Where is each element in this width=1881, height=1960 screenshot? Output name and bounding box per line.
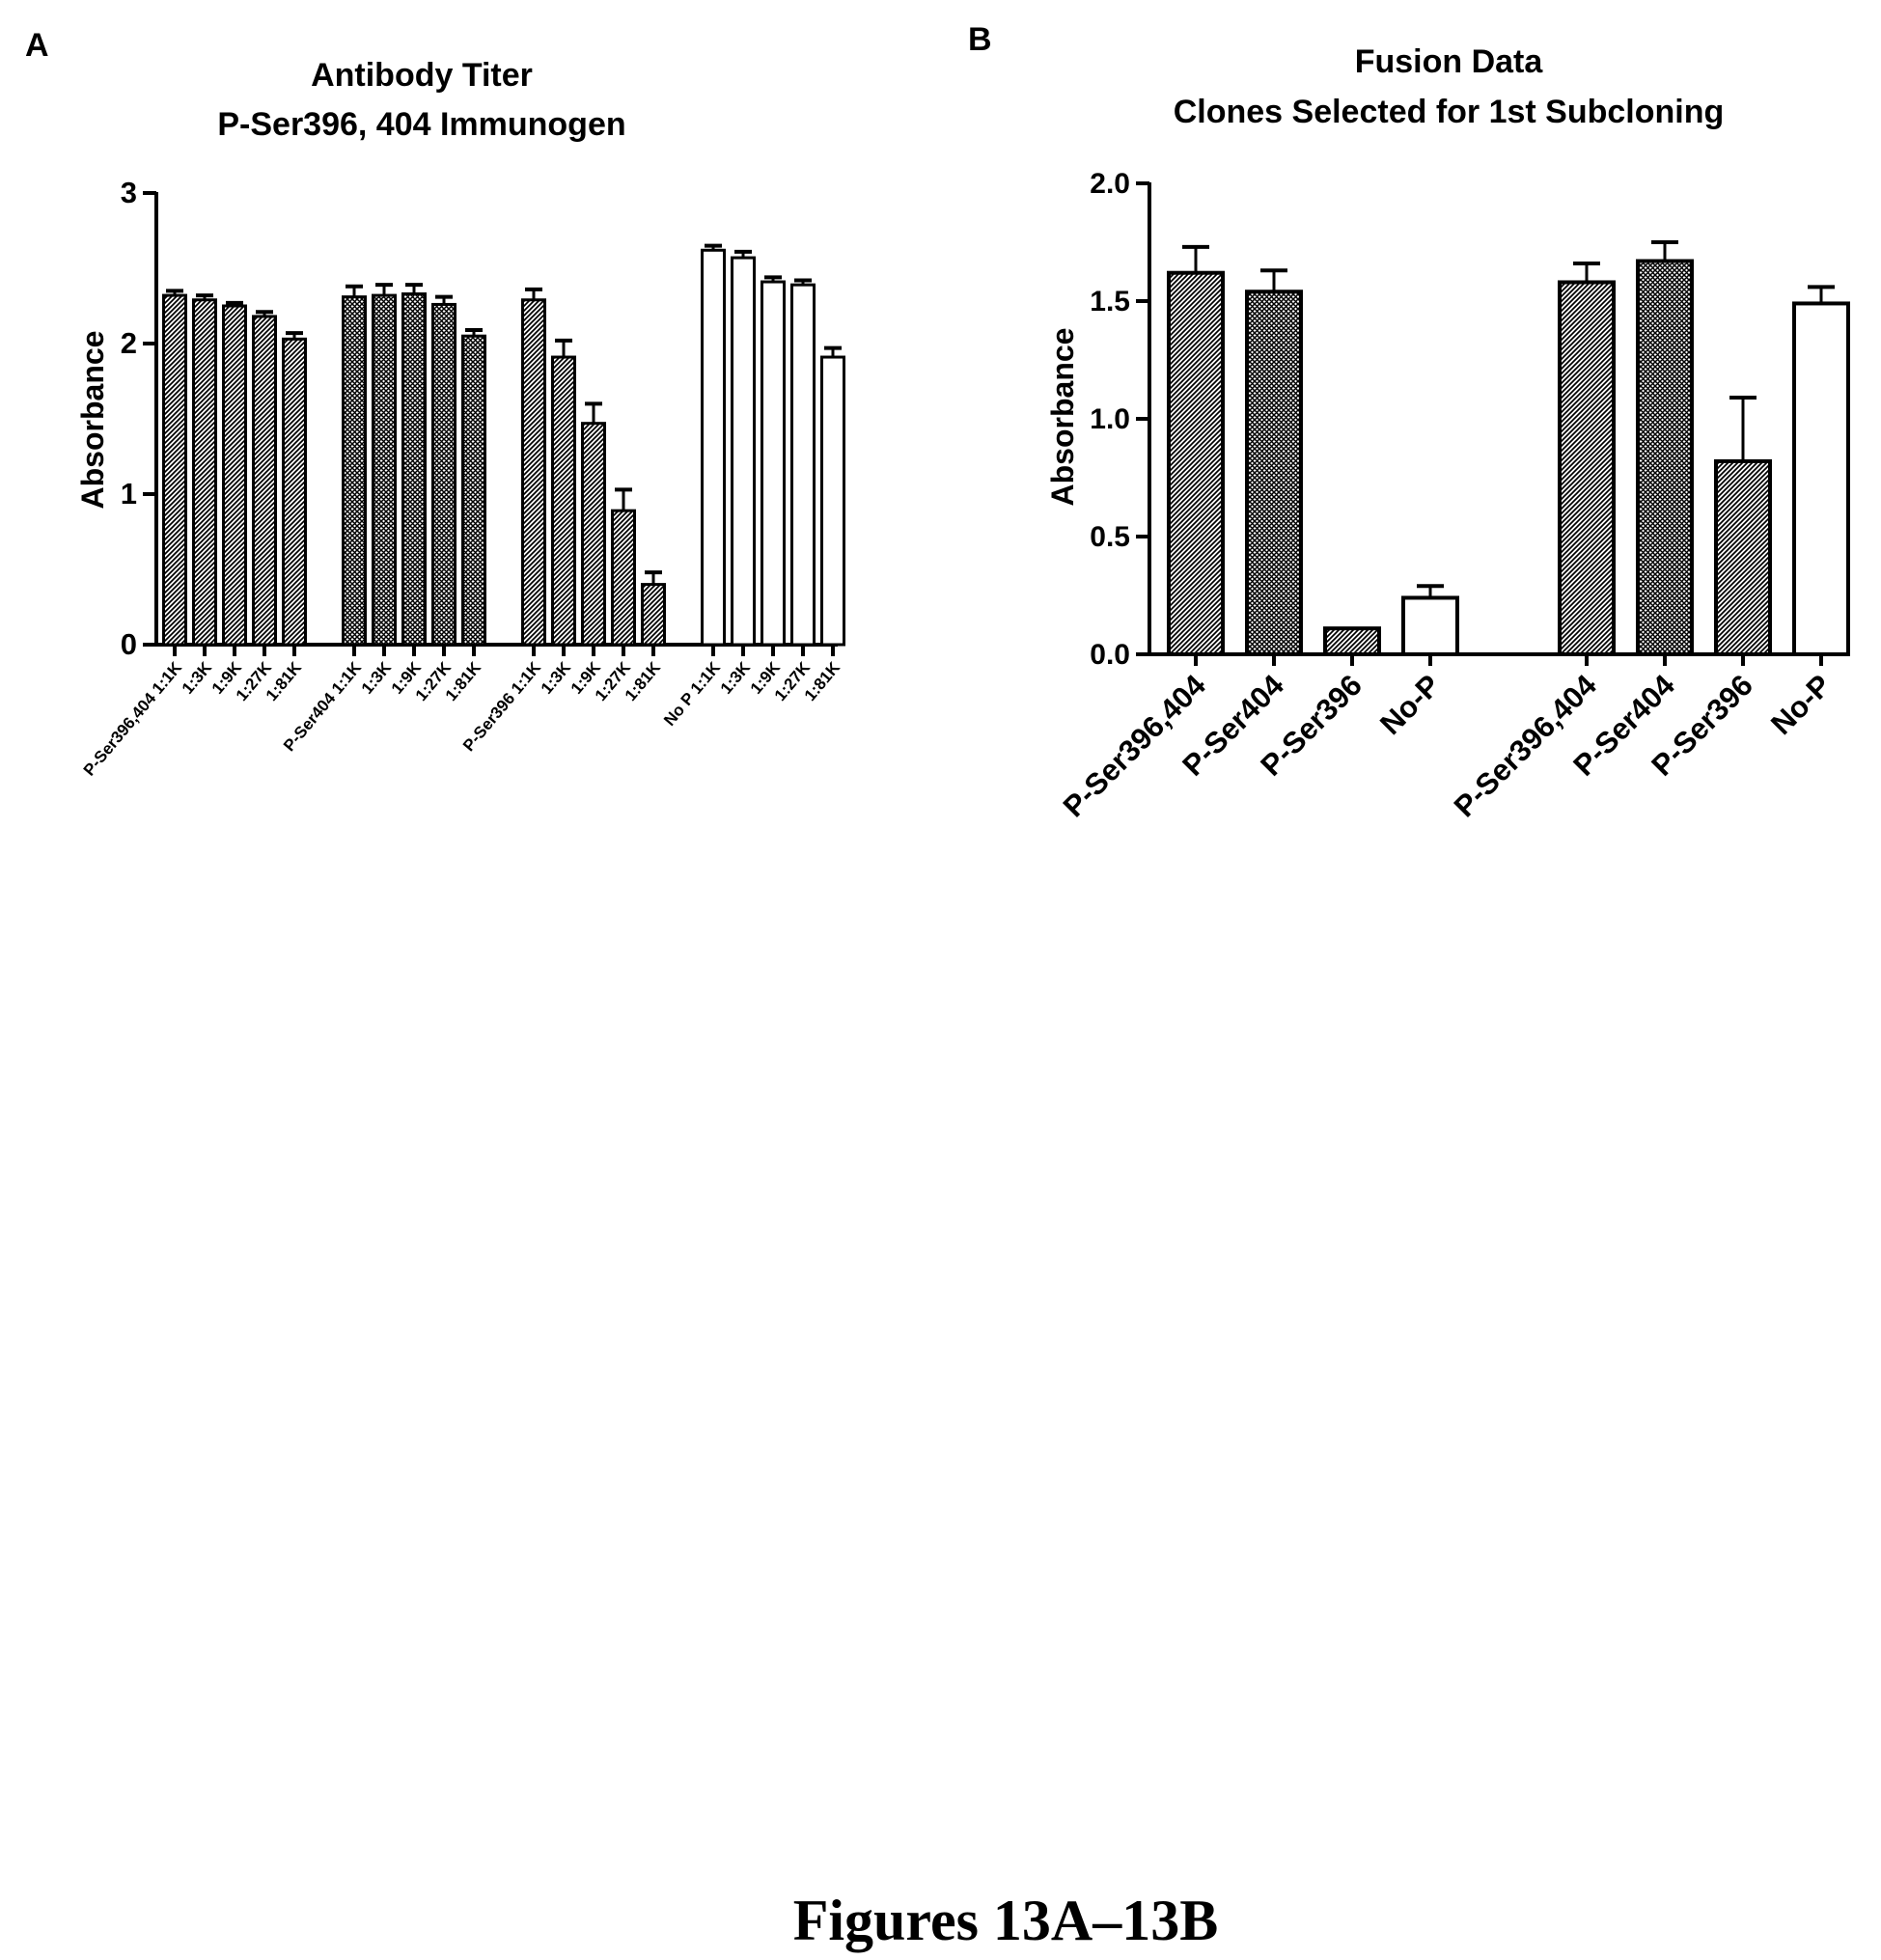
- panel-label-b: B: [968, 21, 992, 58]
- bar: [342, 295, 367, 647]
- x-tick-label: 1:3K: [538, 658, 575, 698]
- panel-b: B Fusion Data Clones Selected for 1st Su…: [968, 21, 1850, 823]
- chart-b-plot: 0.00.51.01.52.0P-Ser396,404P-Ser404P-Ser…: [1057, 168, 1850, 823]
- bar: [282, 337, 307, 647]
- bar: [790, 283, 816, 647]
- figure-caption: Figures 13A–13B: [793, 1889, 1219, 1952]
- y-tick-label: 2.0: [1090, 168, 1130, 200]
- x-tick-label: 1:3K: [358, 658, 396, 698]
- y-tick-label: 2: [121, 326, 137, 360]
- x-tick-label: 1:3K: [179, 658, 216, 698]
- x-tick-label: P-Ser396,404 1:1K: [80, 658, 186, 780]
- bar: [461, 334, 486, 647]
- bar: [1636, 259, 1694, 656]
- panel-label-a: A: [25, 27, 49, 64]
- bar: [761, 280, 786, 647]
- bar: [372, 293, 397, 647]
- y-tick-label: 0: [121, 627, 137, 661]
- chart-a-title: Antibody Titer: [311, 57, 533, 94]
- chart-b-subtitle: Clones Selected for 1st Subcloning: [1174, 94, 1725, 130]
- bar: [162, 293, 187, 647]
- bar: [641, 583, 666, 647]
- bar: [252, 315, 277, 647]
- y-tick-label: 0.0: [1090, 639, 1130, 671]
- bar: [1558, 280, 1616, 656]
- panel-a: A Antibody Titer P-Ser396, 404 Immunogen…: [25, 27, 845, 780]
- bar: [551, 355, 576, 647]
- bar: [1714, 458, 1772, 657]
- bar: [1167, 270, 1225, 656]
- x-tick-label: No-P: [1764, 668, 1838, 741]
- x-tick-label: 1:3K: [717, 658, 755, 698]
- bar: [1401, 595, 1459, 657]
- bar: [222, 304, 247, 647]
- y-tick-label: 3: [121, 176, 137, 209]
- bar: [611, 509, 636, 647]
- y-tick-label: 1: [121, 477, 137, 511]
- chart-b-y-axis-label: Absorbance: [1045, 328, 1080, 507]
- bar: [431, 302, 456, 647]
- bar: [731, 256, 756, 647]
- y-tick-label: 1.5: [1090, 286, 1130, 317]
- bar: [581, 422, 606, 647]
- bar: [701, 248, 726, 647]
- bar: [1323, 626, 1381, 656]
- x-tick-label: No P 1:1K: [660, 658, 724, 730]
- y-tick-label: 0.5: [1090, 521, 1130, 553]
- chart-a-subtitle: P-Ser396, 404 Immunogen: [217, 106, 625, 143]
- bar: [820, 355, 845, 647]
- bar: [1245, 290, 1303, 656]
- x-tick-label: No-P: [1373, 668, 1447, 741]
- chart-a-y-axis-label: Absorbance: [75, 331, 110, 510]
- chart-b-title: Fusion Data: [1355, 43, 1544, 80]
- bar: [192, 298, 217, 647]
- y-tick-label: 1.0: [1090, 403, 1130, 435]
- bar: [401, 292, 427, 647]
- bar: [521, 298, 546, 647]
- bar: [1792, 301, 1850, 656]
